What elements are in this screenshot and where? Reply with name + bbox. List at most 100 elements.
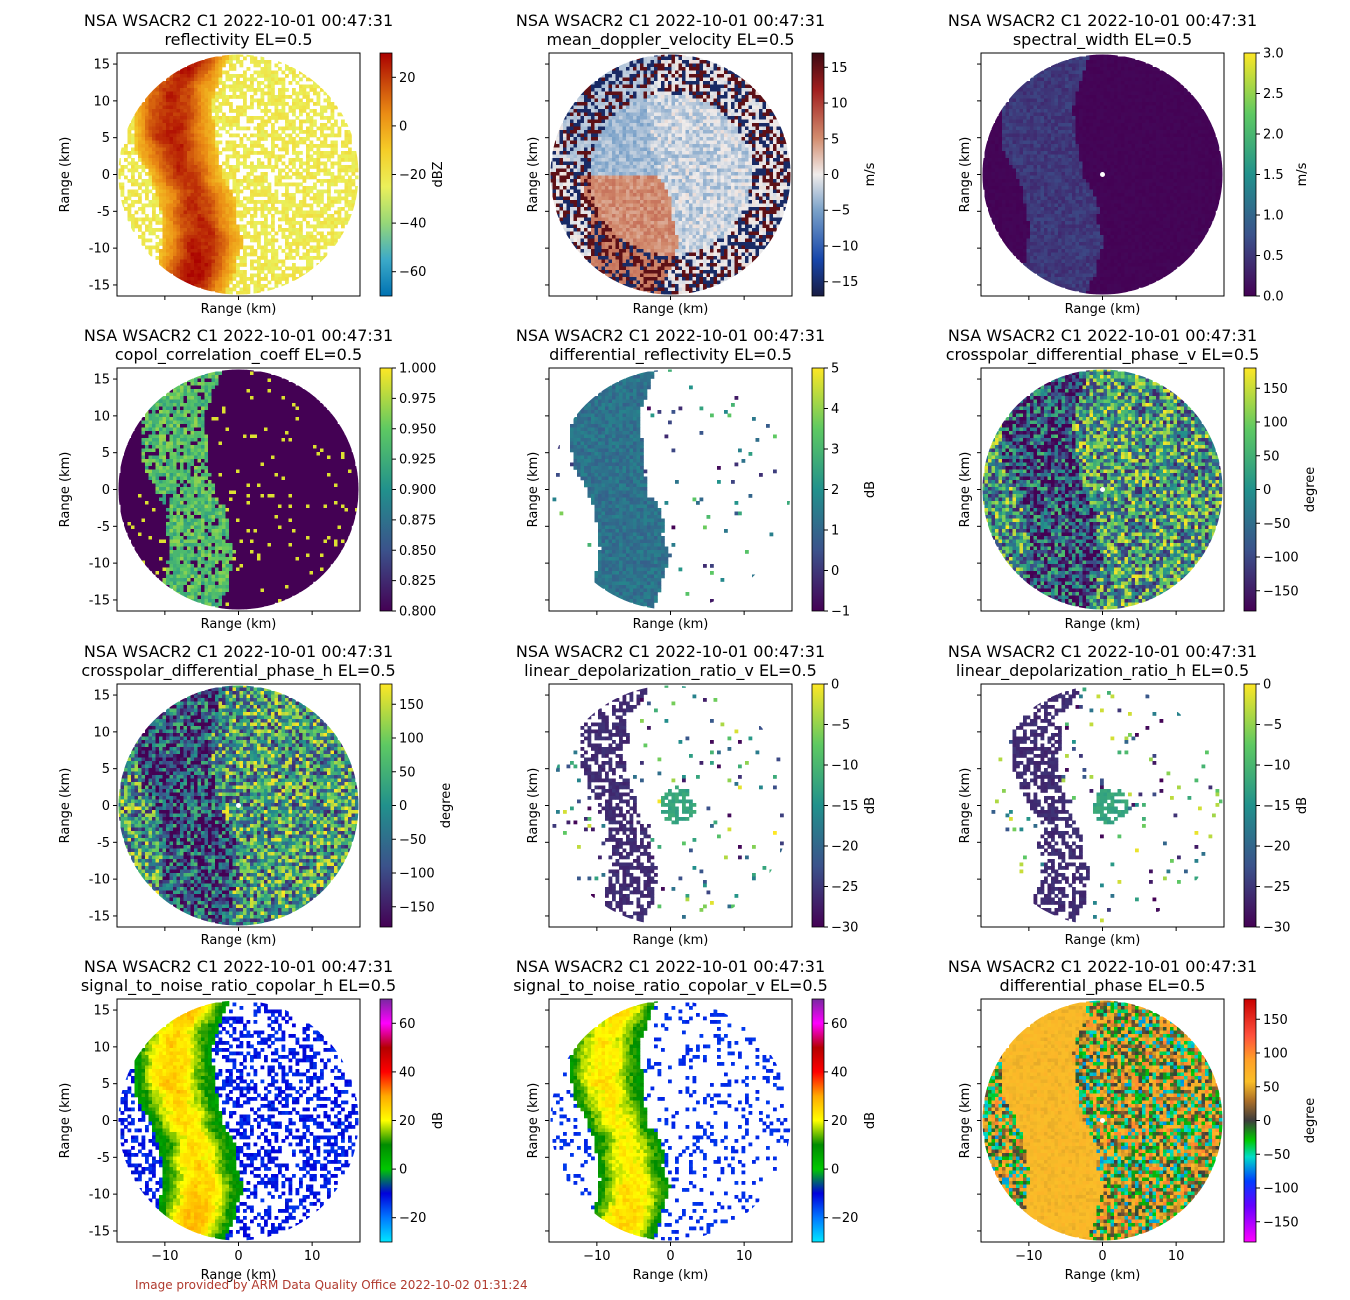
colorbar-tick-label: 0.825 [399, 574, 436, 589]
heatmap-cells [982, 1000, 1223, 1241]
colorbar-tick-label: 10 [831, 97, 848, 112]
y-axis-label: Range (km) [58, 452, 73, 528]
colorbar-tick-label: −60 [399, 265, 426, 280]
colorbar-tick-label: 50 [1263, 1080, 1280, 1095]
y-tick-label: 10 [93, 94, 110, 109]
y-axis-label: Range (km) [58, 768, 73, 844]
colorbar-tick-label: −25 [1263, 880, 1290, 895]
y-tick-label: 5 [102, 446, 110, 461]
heatmap-cells [118, 1000, 359, 1241]
colorbar-tick-label: 0.900 [399, 483, 436, 498]
colorbar-tick-label: 40 [831, 1065, 848, 1080]
colorbar-label: dB [1295, 797, 1310, 814]
y-tick-label: -10 [89, 242, 110, 257]
y-axis-label: Range (km) [58, 137, 73, 213]
colorbar-tick-label: −15 [831, 275, 858, 290]
colorbar-tick-label: 1 [831, 524, 839, 539]
colorbar [1243, 52, 1257, 297]
axes-frame [548, 367, 793, 612]
colorbar-tick-label: −10 [831, 239, 858, 254]
colorbar-tick-label: 2 [831, 483, 839, 498]
panel-11: NSA WSACR2 C1 2022-10-01 00:47:31signal_… [513, 957, 878, 1283]
colorbar-tick-label: −50 [1263, 1148, 1290, 1163]
colorbar-tick-label: 2.5 [1263, 87, 1284, 102]
y-axis-label: Range (km) [526, 768, 541, 844]
panel-subtitle: linear_depolarization_ratio_v EL=0.5 [524, 661, 817, 681]
y-axis-label: Range (km) [526, 452, 541, 528]
colorbar-tick-label: −20 [831, 840, 858, 855]
colorbar-tick-label: −20 [399, 1211, 426, 1226]
colorbar [1243, 367, 1257, 612]
colorbar-tick-label: 0 [831, 678, 839, 693]
y-tick-label: 15 [93, 373, 110, 388]
colorbar-tick-label: 50 [1263, 449, 1280, 464]
colorbar [811, 367, 825, 612]
heatmap-cells [550, 1000, 791, 1241]
colorbar-tick-label: −5 [831, 204, 850, 219]
colorbar-tick-label: 0 [1263, 483, 1271, 498]
colorbar-tick-label: 3 [831, 443, 839, 458]
y-axis-label: Range (km) [526, 1083, 541, 1159]
colorbar-tick-label: −20 [399, 168, 426, 183]
heatmap-cells [118, 369, 359, 610]
footer-credit: Image provided by ARM Data Quality Offic… [135, 1278, 528, 1292]
colorbar-label: degree [1303, 1098, 1318, 1144]
colorbar-tick-label: −15 [1263, 799, 1290, 814]
panel-title: NSA WSACR2 C1 2022-10-01 00:47:31 [84, 326, 393, 345]
y-tick-label: -15 [89, 1224, 110, 1239]
panel-12: NSA WSACR2 C1 2022-10-01 00:47:31differe… [948, 957, 1318, 1283]
colorbar-tick-label: 20 [399, 1114, 416, 1129]
colorbar-label: dB [863, 481, 878, 498]
colorbar-tick-label: 20 [399, 71, 416, 86]
panel-subtitle: differential_phase EL=0.5 [1000, 976, 1206, 996]
y-tick-label: 15 [93, 58, 110, 73]
radar-center-marker [1100, 1118, 1105, 1123]
panel-title: NSA WSACR2 C1 2022-10-01 00:47:31 [948, 11, 1257, 30]
x-axis-label: Range (km) [201, 302, 277, 317]
x-tick-label: 10 [736, 1249, 753, 1264]
panel-6: NSA WSACR2 C1 2022-10-01 00:47:31crosspo… [946, 326, 1318, 632]
panel-subtitle: spectral_width EL=0.5 [1013, 30, 1192, 50]
x-axis-label: Range (km) [201, 1268, 277, 1283]
colorbar-tick-label: −150 [399, 900, 435, 915]
colorbar-tick-label: 150 [399, 698, 424, 713]
colorbar-tick-label: −50 [1263, 517, 1290, 532]
heatmap-cells [550, 54, 791, 295]
y-tick-label: 0 [102, 168, 110, 183]
y-axis-label: Range (km) [58, 1083, 73, 1159]
colorbar-tick-label: 1.0 [1263, 209, 1284, 224]
y-tick-label: -15 [89, 278, 110, 293]
colorbar-tick-label: −30 [831, 921, 858, 936]
colorbar-tick-label: 0 [1263, 678, 1271, 693]
axes-frame [548, 998, 793, 1243]
colorbar-tick-label: 60 [399, 1017, 416, 1032]
heatmap-cells [982, 369, 1223, 610]
panel-title: NSA WSACR2 C1 2022-10-01 00:47:31 [948, 642, 1257, 661]
colorbar-label: degree [1303, 467, 1318, 513]
colorbar-tick-label: −5 [831, 718, 850, 733]
panel-5: NSA WSACR2 C1 2022-10-01 00:47:31differe… [516, 326, 878, 632]
colorbar-tick-label: −15 [831, 799, 858, 814]
panel-subtitle: copol_correlation_coeff EL=0.5 [115, 345, 362, 365]
colorbar-tick-label: −100 [1263, 1182, 1299, 1197]
x-axis-label: Range (km) [1065, 933, 1141, 948]
colorbar-tick-label: 0 [399, 799, 407, 814]
y-tick-label: -10 [89, 1188, 110, 1203]
colorbar-tick-label: 15 [831, 61, 848, 76]
x-tick-label: 10 [1168, 1249, 1185, 1264]
colorbar-tick-label: −10 [831, 759, 858, 774]
y-tick-label: -15 [89, 593, 110, 608]
x-tick-label: 0 [666, 1249, 674, 1264]
colorbar-label: m/s [863, 162, 878, 186]
colorbar-tick-label: 1.5 [1263, 168, 1284, 183]
colorbar-tick-label: 40 [399, 1065, 416, 1080]
heatmap-cells [118, 685, 359, 926]
colorbar-tick-label: 100 [1263, 1047, 1288, 1062]
heatmap-cells [552, 685, 784, 923]
colorbar-tick-label: 3.0 [1263, 47, 1284, 62]
colorbar-tick-label: 0 [399, 119, 407, 134]
radar-center-marker [236, 803, 241, 808]
colorbar-tick-label: −30 [1263, 921, 1290, 936]
panel-7: NSA WSACR2 C1 2022-10-01 00:47:31crosspo… [58, 642, 454, 948]
